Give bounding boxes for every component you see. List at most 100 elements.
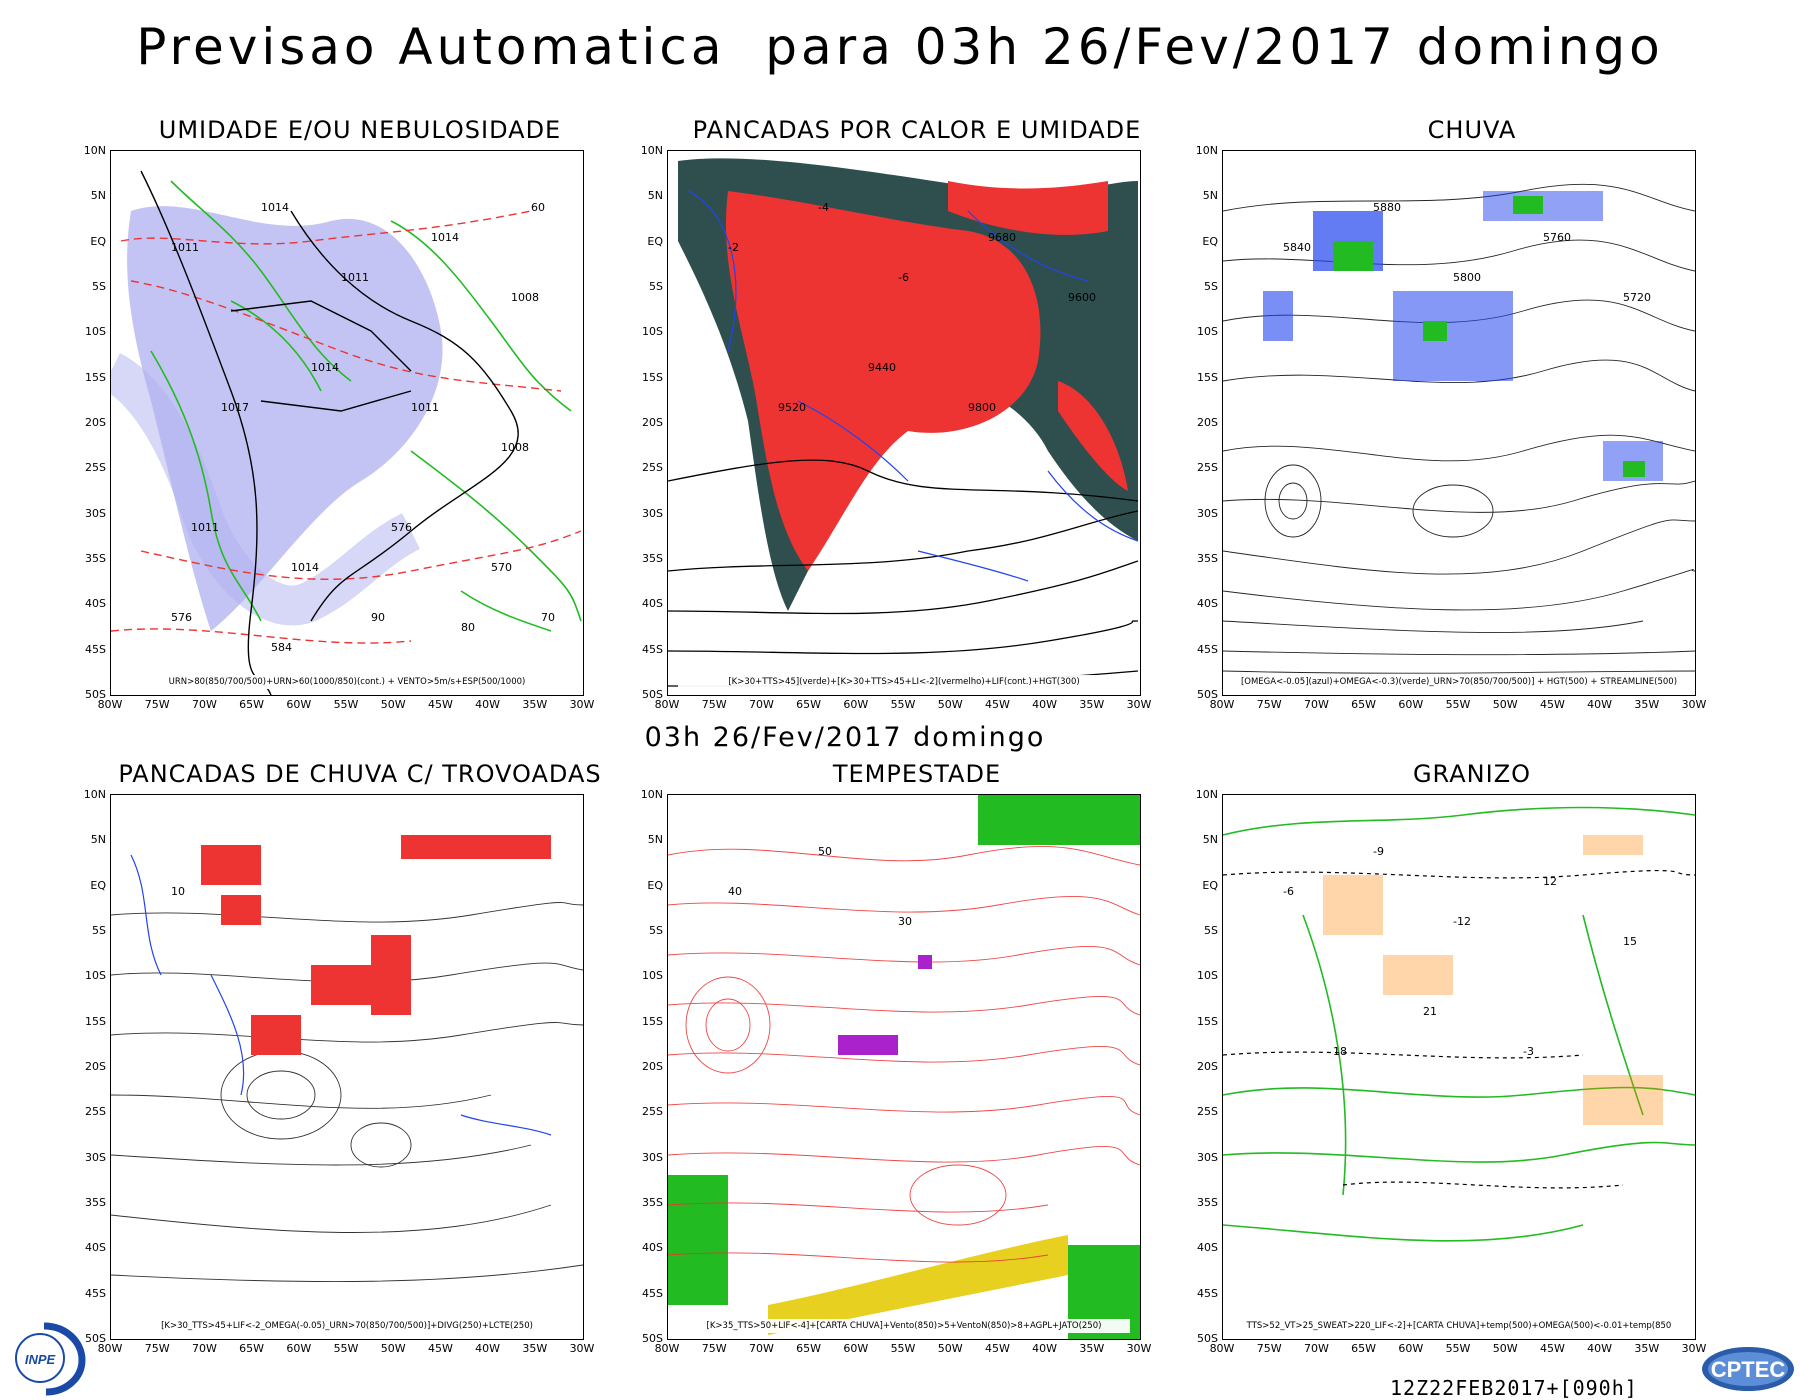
lat-tick-label: 25S: [642, 461, 663, 475]
lat-tick-label: 50S: [642, 1332, 663, 1345]
lon-tick-label: 45W: [427, 698, 453, 711]
contour-label: 5880: [1373, 201, 1401, 214]
lat-tick-label: 40S: [642, 597, 663, 611]
contour-label: -12: [1453, 915, 1471, 928]
contour-label: -6: [898, 271, 909, 284]
lon-tick-label: 40W: [475, 1342, 501, 1355]
lon-axis: 80W 75W 70W 65W 60W 55W 50W 45W 40W 35W 30W: [1210, 1342, 1707, 1356]
lon-axis: 80W 75W 70W 65W 60W 55W 50W 45W 40W 35W 30W: [98, 698, 595, 712]
contour-label: 1014: [291, 561, 319, 574]
panel-tempestade: TEMPESTADE 10N 5N EQ 5S 10S 15S 20S 25S 30S 35S 40…: [617, 760, 1217, 1390]
lon-tick-label: 40W: [1032, 1342, 1058, 1355]
lat-tick-label: 10S: [642, 325, 663, 339]
cptec-logo-text: CPTEC: [1711, 1357, 1786, 1382]
contour-label: 18: [1333, 1045, 1347, 1058]
lat-tick-label: EQ: [647, 878, 663, 892]
lon-tick-label: 70W: [191, 698, 217, 711]
contour-label: 15: [1623, 935, 1637, 948]
lat-tick-label: EQ: [647, 234, 663, 248]
contour-label: 1017: [221, 401, 249, 414]
lat-tick-label: 45S: [1197, 1286, 1218, 1300]
lat-tick-label: 50S: [85, 1332, 106, 1345]
inpe-logo-text: INPE: [25, 1352, 56, 1367]
lat-tick-label: 40S: [85, 1241, 106, 1255]
lat-tick-label: 10S: [85, 325, 106, 339]
lat-tick-label: 50S: [1197, 688, 1218, 701]
lat-tick-label: 25S: [1197, 461, 1218, 475]
lat-tick-label: 35S: [85, 552, 106, 565]
lon-tick-label: 35W: [1634, 698, 1660, 711]
lat-tick-label: 10S: [1197, 969, 1218, 983]
lon-tick-label: 70W: [191, 1342, 217, 1355]
contour-label: 9680: [988, 231, 1016, 244]
contour-label: 40: [728, 885, 742, 898]
map-layer: 1011 1014 1011 1014 1008 1017 1014 1011 1008 1011…: [111, 170, 582, 695]
lon-tick-label: 35W: [1079, 698, 1105, 711]
lat-tick-label: 45S: [642, 1286, 663, 1300]
lon-tick-label: 65W: [239, 698, 265, 711]
lat-tick-label: 5S: [92, 924, 106, 937]
lon-tick-label: 55W: [333, 698, 359, 711]
lat-tick-label: EQ: [1202, 234, 1218, 248]
panel-title: PANCADAS POR CALOR E UMIDADE: [692, 116, 1142, 144]
lat-tick-label: 30S: [85, 506, 106, 520]
contour-label: 1008: [501, 441, 529, 454]
lon-tick-label: 70W: [748, 698, 774, 711]
lon-tick-label: 30W: [569, 1342, 595, 1355]
lon-tick-label: 45W: [1539, 1342, 1565, 1355]
lat-tick-label: 5N: [1202, 833, 1218, 847]
panel-umidade: UMIDADE E/OU NEBULOSIDADE 10N 5N EQ 5S 10S 15…: [60, 116, 660, 746]
lon-tick-label: 30W: [1681, 698, 1707, 711]
lon-tick-label: 55W: [1445, 1342, 1471, 1355]
contour-label: 9600: [1068, 291, 1096, 304]
lat-tick-label: 50S: [642, 688, 663, 701]
lat-tick-label: 5S: [1204, 924, 1218, 937]
lon-tick-label: 80W: [97, 1342, 123, 1355]
lon-tick-label: 50W: [380, 698, 406, 711]
lon-tick-label: 75W: [144, 698, 170, 711]
lon-tick-label: 80W: [1209, 698, 1235, 711]
lat-tick-label: 25S: [642, 1105, 663, 1119]
lon-tick-label: 70W: [1303, 698, 1329, 711]
contour-label: 5840: [1283, 241, 1311, 254]
contour-label: 9520: [778, 401, 806, 414]
lat-tick-label: 10S: [1197, 325, 1218, 339]
lon-tick-label: 80W: [654, 698, 680, 711]
panel-pancadas-trovoadas: PANCADAS DE CHUVA C/ TROVOADAS 10N 5N EQ 5S…: [60, 760, 660, 1390]
contour-label: 9800: [968, 401, 996, 414]
lon-tick-label: 50W: [937, 1342, 963, 1355]
lat-tick-label: 15S: [642, 1014, 663, 1028]
lon-tick-label: 45W: [984, 1342, 1010, 1355]
contour-label: 80: [461, 621, 475, 634]
lat-tick-label: 15S: [85, 1014, 106, 1028]
map-canvas: 5840 5880 5800 5760 5720 [OMEGA<-0.05](azul)…: [1222, 150, 1696, 696]
panel-legend: URN>80(850/700/500)+URN>60(1000/850)(con…: [121, 675, 573, 689]
lon-tick-label: 30W: [1681, 1342, 1707, 1355]
lat-tick-label: 35S: [85, 1196, 106, 1209]
lat-tick-label: EQ: [1202, 878, 1218, 892]
panel-title: CHUVA: [1427, 116, 1517, 144]
lon-axis: 80W 75W 70W 65W 60W 55W 50W 45W 40W 35W 30W: [98, 1342, 595, 1356]
lat-tick-label: 40S: [1197, 1241, 1218, 1255]
contour-label: 576: [391, 521, 412, 534]
lon-tick-label: 45W: [984, 698, 1010, 711]
lon-tick-label: 35W: [522, 1342, 548, 1355]
contour-label: 30: [898, 915, 912, 928]
contour-label: 5720: [1623, 291, 1651, 304]
lat-tick-label: 20S: [1197, 416, 1218, 429]
lon-tick-label: 70W: [748, 1342, 774, 1355]
lon-tick-label: 30W: [569, 698, 595, 711]
lat-tick-label: 20S: [85, 1060, 106, 1073]
lat-tick-label: 25S: [85, 1105, 106, 1119]
lat-tick-label: 5S: [649, 924, 663, 937]
contour-label: 12: [1543, 875, 1557, 888]
lon-tick-label: 30W: [1126, 698, 1152, 711]
lat-tick-label: 40S: [642, 1241, 663, 1255]
lat-tick-label: 10S: [85, 969, 106, 983]
lat-tick-label: 10N: [1195, 144, 1218, 157]
lon-tick-label: 60W: [286, 1342, 312, 1355]
lat-tick-label: 30S: [642, 506, 663, 520]
lon-tick-label: 70W: [1303, 1342, 1329, 1355]
map-layer: 10: [111, 835, 583, 1283]
lon-tick-label: 55W: [890, 698, 916, 711]
